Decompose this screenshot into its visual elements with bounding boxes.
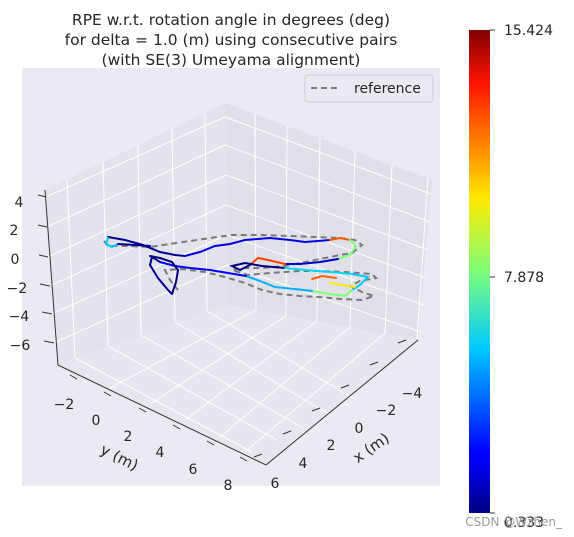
trajectory-segment bbox=[104, 237, 119, 249]
trajectory-segment bbox=[311, 289, 353, 298]
x-tick-mark bbox=[340, 384, 350, 389]
trajectory-segment bbox=[117, 243, 151, 247]
colorbar-min-label: 0.333 bbox=[504, 515, 544, 531]
legend-box bbox=[304, 74, 434, 103]
trajectory-segment bbox=[337, 239, 358, 260]
z-tick-mark bbox=[39, 283, 51, 287]
y-tick-label: 4 bbox=[156, 445, 165, 461]
title-line-2: for delta = 1.0 (m) using consecutive pa… bbox=[64, 31, 398, 49]
trajectory-segment bbox=[159, 261, 247, 277]
z-tick-mark bbox=[37, 194, 47, 198]
x-tick-mark bbox=[282, 430, 292, 435]
legend: reference bbox=[304, 74, 434, 103]
z-tick-mark bbox=[43, 340, 55, 344]
y-tick-mark bbox=[138, 407, 147, 413]
trajectory-segment bbox=[148, 255, 173, 295]
chart-title: RPE w.r.t. rotation angle in degrees (de… bbox=[0, 10, 462, 70]
trajectory-segment bbox=[329, 236, 351, 241]
axis-spines bbox=[44, 189, 419, 466]
z-tick-label: 0 bbox=[11, 252, 20, 268]
trajectory-segment bbox=[229, 261, 286, 272]
y-tick-label: 0 bbox=[92, 413, 101, 429]
title-line-3: (with SE(3) Umeyama alignment) bbox=[101, 51, 361, 69]
y-tick-mark bbox=[69, 374, 78, 380]
trajectory-segment bbox=[351, 273, 371, 291]
z-tick-label: 4 bbox=[15, 195, 24, 211]
y-tick-mark bbox=[103, 391, 112, 397]
z-tick-label: −2 bbox=[7, 281, 28, 297]
x-tick-mark bbox=[369, 361, 379, 366]
colorbar-gradient bbox=[469, 30, 490, 513]
z-tick-mark bbox=[37, 224, 48, 228]
back-right-pane bbox=[225, 103, 432, 340]
x-tick-mark bbox=[397, 339, 407, 344]
colorbar-max-label: 15.424 bbox=[504, 23, 553, 39]
z-tick-label: −6 bbox=[10, 338, 31, 354]
trajectory-segment bbox=[311, 274, 337, 280]
z-tick-label: 2 bbox=[10, 223, 19, 239]
y-tick-mark bbox=[172, 424, 181, 430]
y-tick-label: 8 bbox=[224, 478, 233, 494]
grid-lines bbox=[45, 112, 432, 453]
z-axis: 4 2 0 −2 −4 −6 bbox=[7, 194, 55, 354]
y-tick-mark bbox=[239, 456, 248, 462]
trajectory-segment bbox=[245, 275, 313, 292]
reference-trajectory bbox=[103, 234, 379, 302]
y-tick-label: −2 bbox=[54, 397, 75, 413]
watermark: CSDN @Wzhen_ bbox=[465, 515, 562, 529]
trajectory-segment bbox=[249, 256, 286, 266]
y-tick-label: 6 bbox=[189, 462, 198, 478]
trajectory-segment bbox=[329, 282, 356, 288]
x-tick-label: −2 bbox=[376, 403, 397, 419]
legend-label: reference bbox=[354, 81, 421, 97]
trajectory-segment bbox=[284, 258, 339, 265]
x-tick-mark bbox=[253, 453, 263, 458]
trajectory-segment bbox=[149, 255, 180, 295]
z-tick-mark bbox=[38, 254, 49, 258]
x-axis: −4 −2 0 2 4 6 x (m) bbox=[253, 339, 423, 492]
y-tick-label: 2 bbox=[124, 429, 133, 445]
trajectory-segment bbox=[107, 236, 186, 257]
back-left-pane bbox=[45, 103, 228, 365]
x-tick-label: 6 bbox=[271, 476, 280, 492]
x-tick-mark bbox=[311, 407, 321, 412]
colorbar-mid-label: 7.878 bbox=[504, 270, 544, 286]
estimated-trajectory bbox=[104, 236, 371, 298]
z-tick-mark bbox=[41, 311, 53, 315]
trajectory-segment bbox=[284, 267, 353, 275]
x-tick-label: −4 bbox=[402, 386, 423, 402]
y-tick-mark bbox=[206, 440, 215, 446]
title-line-1: RPE w.r.t. rotation angle in degrees (de… bbox=[71, 11, 391, 29]
z-tick-label: −4 bbox=[9, 309, 30, 325]
x-tick-label: 4 bbox=[299, 456, 308, 472]
x-tick-label: 0 bbox=[355, 421, 364, 437]
trajectory-segment bbox=[184, 236, 331, 257]
x-tick-label: 2 bbox=[327, 438, 336, 454]
colorbar: 15.424 7.878 0.333 bbox=[469, 23, 553, 531]
